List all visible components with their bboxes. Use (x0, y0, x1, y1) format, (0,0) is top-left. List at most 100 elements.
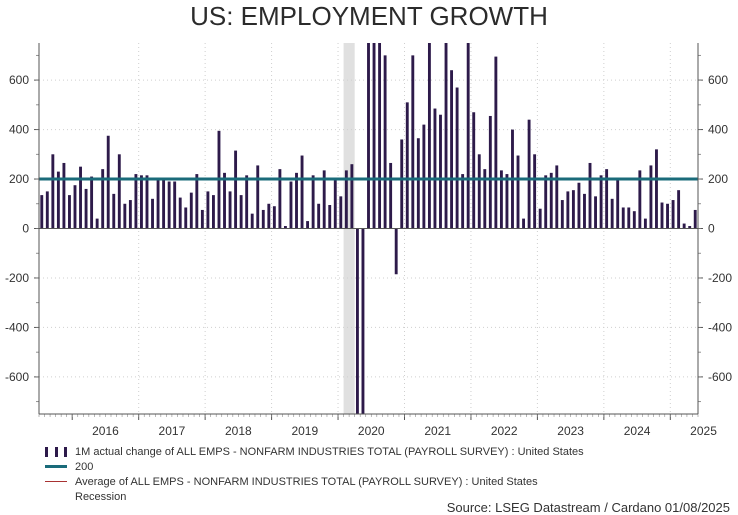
bar (605, 169, 609, 229)
bar (450, 70, 454, 229)
line-layer (39, 177, 698, 229)
bar (45, 191, 49, 229)
bar (378, 43, 382, 229)
bar (333, 180, 337, 229)
bar (455, 87, 459, 229)
bar (427, 43, 431, 229)
bar (466, 43, 470, 229)
bar (649, 165, 653, 229)
y-tick-label-right: -600 (708, 370, 732, 384)
bar (151, 198, 154, 229)
bar (228, 191, 232, 229)
employment-chart: -600 -600 -400 -400 -200 -200 0 0 200 200 400 400 60… (5, 43, 732, 438)
bar (112, 193, 116, 229)
bar (522, 218, 525, 229)
bar (322, 170, 326, 229)
bar (106, 135, 110, 229)
recession-swatch-icon (45, 492, 67, 502)
bar (433, 108, 437, 229)
bar (588, 162, 592, 229)
bar-layer (40, 43, 697, 414)
bar (200, 209, 204, 229)
bar (688, 226, 692, 229)
bar (184, 207, 188, 229)
bar (311, 175, 315, 229)
bar (261, 209, 265, 229)
bar (416, 138, 420, 229)
y-tick-label-left: -200 (5, 271, 29, 285)
bar (40, 195, 44, 229)
bar (95, 218, 99, 229)
x-tick-label: 2019 (291, 424, 318, 438)
bar (178, 197, 182, 229)
bar (533, 154, 537, 229)
bar (234, 150, 238, 229)
y-tick-label-right: 200 (708, 172, 728, 186)
axis-layer (34, 43, 703, 420)
line-swatch-icon (45, 462, 67, 472)
legend: 1M actual change of ALL EMPS - NONFARM I… (45, 444, 584, 504)
bar (84, 188, 88, 229)
bar (250, 213, 254, 229)
bar (499, 170, 503, 229)
bar (527, 119, 531, 229)
bar (73, 185, 77, 229)
bar (682, 223, 686, 229)
legend-item-recession: Recession (45, 489, 584, 504)
bar (117, 154, 121, 229)
bar (632, 211, 636, 229)
bar (206, 191, 210, 229)
y-tick-label-right: 600 (708, 73, 728, 87)
bar (610, 198, 614, 229)
bar (123, 203, 127, 229)
bar (477, 154, 481, 229)
bar (621, 207, 625, 229)
bar (577, 182, 581, 229)
chart-title: US: EMPLOYMENT GROWTH (190, 1, 548, 31)
bar (51, 154, 55, 229)
legend-label-recession: Recession (75, 490, 127, 503)
bar (411, 55, 415, 229)
y-tick-label-right: -400 (708, 320, 732, 334)
bar (566, 191, 570, 229)
bar (56, 171, 60, 229)
bar (555, 165, 559, 229)
bar (372, 43, 376, 229)
bar (560, 200, 564, 229)
x-tick-label: 2022 (491, 424, 518, 438)
source-note: Source: LSEG Datastream / Cardano 01/08/… (446, 500, 730, 515)
y-tick-label-right: -200 (708, 271, 732, 285)
bar (505, 174, 509, 229)
bar (638, 170, 642, 229)
legend-item-200: 200 (45, 459, 584, 474)
bar (643, 218, 647, 229)
bar (472, 112, 476, 229)
bar (660, 202, 664, 229)
bar (223, 172, 226, 229)
bar (516, 155, 520, 229)
bar (344, 170, 348, 229)
bar (488, 115, 492, 229)
x-tick-label: 2023 (557, 424, 584, 438)
x-tick-label: 2016 (92, 424, 119, 438)
bar (134, 174, 138, 229)
bar (189, 192, 193, 229)
bar (162, 179, 166, 229)
bar (173, 181, 177, 229)
bar (167, 181, 171, 229)
bar (289, 181, 293, 229)
bar (101, 169, 105, 229)
bar (256, 165, 260, 229)
bar (627, 207, 631, 229)
legend-label-200: 200 (75, 460, 94, 473)
bar (538, 208, 542, 229)
bar (306, 221, 310, 229)
bar (483, 169, 487, 229)
bar (616, 180, 620, 229)
bar (544, 175, 548, 229)
y-tick-label-left: -400 (5, 320, 29, 334)
y-tick-label-left: 600 (9, 73, 29, 87)
bar (140, 175, 143, 229)
legend-item-payrolls: 1M actual change of ALL EMPS - NONFARM I… (45, 444, 584, 459)
bar (128, 200, 132, 229)
